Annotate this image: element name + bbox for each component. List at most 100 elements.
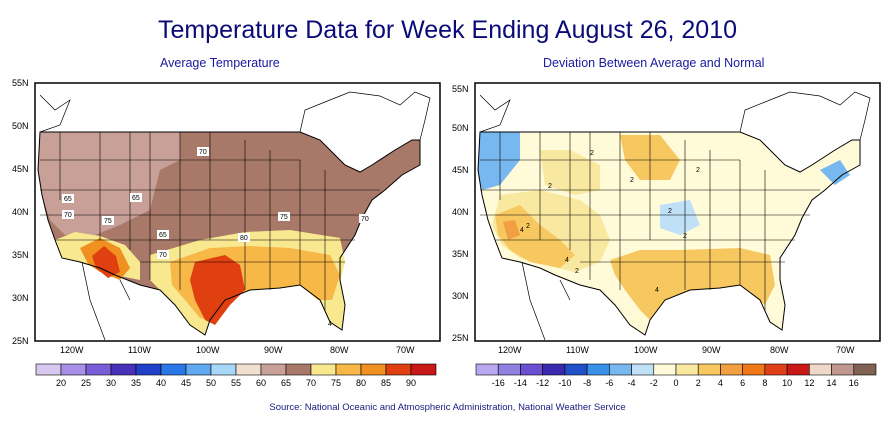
legend-swatch — [653, 363, 677, 376]
legend-swatch — [631, 363, 655, 376]
left-lat-labels: 55N 50N 45N 40N 35N 30N 25N — [12, 78, 29, 346]
right-contour-label: 4 — [655, 287, 659, 294]
lat-label: 25N — [12, 336, 29, 346]
page-title: Temperature Data for Week Ending August … — [157, 16, 738, 44]
lat-label: 55N — [12, 78, 29, 88]
legend-label: -16 — [492, 378, 505, 388]
lat-label: 25N — [452, 333, 469, 343]
left-region-90 — [92, 246, 120, 278]
legend-label: 25 — [81, 378, 91, 388]
legend-label: 0 — [673, 378, 678, 388]
legend-swatch — [335, 363, 362, 376]
right-deviation-map — [475, 83, 880, 341]
legend-label: -12 — [536, 378, 549, 388]
legend-label: 12 — [804, 378, 814, 388]
legend-label: 55 — [231, 378, 241, 388]
lon-label: 100W — [196, 345, 220, 355]
legend-swatch — [697, 363, 721, 376]
lon-label: 110W — [128, 345, 151, 355]
legend-swatch — [720, 363, 743, 376]
right-lon-labels: 120W 110W 100W 90W 80W 70W — [498, 345, 855, 355]
legend-label: 60 — [256, 378, 266, 388]
legend-label: 14 — [827, 378, 837, 388]
legend-swatch — [764, 363, 788, 376]
lat-label: 35N — [452, 249, 469, 259]
legend-swatch — [110, 363, 137, 376]
lon-label: 110W — [566, 345, 589, 355]
legend-label: 6 — [740, 378, 745, 388]
legend-swatch — [310, 363, 337, 376]
legend-swatch — [385, 363, 412, 376]
right-contour-label: 2 — [683, 233, 687, 240]
legend-swatch — [675, 363, 699, 376]
lon-label: 80W — [330, 345, 349, 355]
legend-swatch — [360, 363, 387, 376]
lat-label: 55N — [452, 84, 469, 94]
legend-swatch — [809, 363, 832, 376]
lon-label: 120W — [60, 345, 84, 355]
legend-swatch — [60, 363, 87, 376]
legend-label: 2 — [696, 378, 701, 388]
legend-swatch — [742, 363, 766, 376]
lon-label: 100W — [634, 345, 658, 355]
right-contour-label: 2 — [575, 268, 579, 275]
right-lat-labels: 55N 50N 45N 40N 35N 30N 25N — [452, 84, 469, 343]
legend-label: 50 — [206, 378, 216, 388]
right-contour-label: 2 — [590, 150, 594, 157]
lat-label: 30N — [452, 291, 469, 301]
right-contour-label: 2 — [526, 223, 530, 230]
legend-swatch — [586, 363, 610, 376]
left-contour-label: 70 — [361, 216, 369, 223]
legend-label: 85 — [381, 378, 391, 388]
legend-swatch — [160, 363, 187, 376]
right-contour-label: 2 — [630, 177, 634, 184]
left-contour-label: 75 — [104, 218, 112, 225]
legend-label: 4 — [718, 378, 723, 388]
left-legend: 20 25 30 35 40 45 50 55 60 65 70 75 80 85 90 — [35, 363, 437, 388]
legend-label: -10 — [558, 378, 571, 388]
legend-swatch — [564, 363, 588, 376]
legend-swatch — [135, 363, 162, 376]
lat-label: 35N — [12, 250, 29, 260]
right-map-subtitle: Deviation Between Average and Normal — [543, 56, 765, 70]
legend-swatch — [609, 363, 632, 376]
left-contour-label: 70 — [159, 252, 167, 259]
lon-label: 80W — [770, 345, 789, 355]
lat-label: 30N — [12, 293, 29, 303]
right-region-6 — [503, 220, 520, 240]
left-region-light-brown — [38, 132, 180, 235]
legend-swatch — [185, 363, 212, 376]
legend-label: -8 — [583, 378, 591, 388]
legend-swatch — [542, 363, 566, 376]
lat-label: 40N — [12, 207, 29, 217]
legend-swatch — [786, 363, 810, 376]
right-contour-label: 4 — [520, 227, 524, 234]
legend-label: 90 — [406, 378, 416, 388]
left-contour-label: 70 — [199, 149, 207, 156]
legend-label: 70 — [306, 378, 316, 388]
legend-label: 30 — [106, 378, 116, 388]
legend-label: 75 — [331, 378, 341, 388]
legend-label: -6 — [605, 378, 613, 388]
legend-label: -4 — [628, 378, 636, 388]
left-contour-label: 80 — [240, 235, 248, 242]
lon-label: 90W — [264, 345, 283, 355]
right-region-nw-cool — [478, 132, 520, 190]
right-region-south-4 — [610, 248, 775, 320]
left-contour-label: 65 — [159, 232, 167, 239]
lat-label: 45N — [12, 164, 29, 174]
lon-label: 70W — [396, 345, 415, 355]
legend-swatch — [85, 363, 112, 376]
legend-swatch — [285, 363, 312, 376]
legend-swatch — [520, 363, 543, 376]
left-contour-label: 4 — [328, 321, 332, 328]
legend-label: 80 — [356, 378, 366, 388]
legend-swatch — [831, 363, 855, 376]
left-lon-labels: 120W 110W 100W 90W 80W 70W — [60, 345, 415, 355]
legend-label: 8 — [762, 378, 767, 388]
left-region-texas-90 — [190, 255, 245, 325]
right-contour-labels: 2 2 2 4 2 2 2 2 4 2 4 — [520, 150, 700, 294]
legend-label: 16 — [849, 378, 859, 388]
legend-swatch — [410, 363, 437, 376]
